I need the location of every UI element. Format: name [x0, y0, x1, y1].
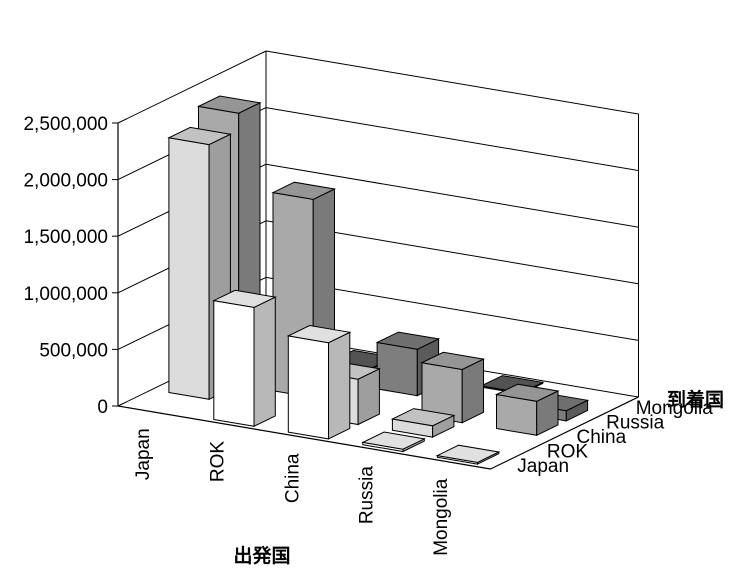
y-tick-label: 2,500,000 [23, 114, 108, 135]
bar-top [361, 431, 426, 450]
bar-top [196, 95, 262, 114]
bar [494, 383, 560, 437]
bar-top [286, 324, 352, 344]
x-axis-line [117, 405, 491, 470]
x-category-label: Russia [357, 466, 378, 525]
bar [286, 324, 352, 440]
x-category-label: Mongolia [431, 478, 452, 556]
back-gridline [265, 163, 639, 228]
depth-axis-line [490, 396, 639, 470]
y-tick-label: 0 [97, 397, 108, 418]
bar-top [494, 383, 560, 402]
bar-top [420, 351, 486, 371]
chart-frame [117, 50, 639, 470]
bar-front [287, 335, 329, 440]
depth-category-label: China [577, 427, 627, 448]
bar-top [212, 289, 277, 308]
y-tick-label: 1,000,000 [23, 284, 108, 305]
x-category-label: China [282, 453, 303, 503]
depth-category-label: Russia [606, 413, 665, 434]
bar-side [328, 331, 351, 440]
back-gridline [265, 107, 639, 172]
bar-side [461, 358, 484, 424]
x-category-label: ROK [208, 441, 229, 483]
y-tick-label: 1,500,000 [23, 227, 108, 248]
bars [167, 95, 590, 465]
depth-category-label: Japan [517, 456, 569, 477]
bar-front [376, 341, 418, 397]
depth-category-label: Mongolia [636, 398, 714, 419]
bar [435, 444, 501, 465]
back-gridline [265, 50, 639, 115]
bar-top [375, 331, 441, 350]
bar-top [167, 126, 233, 146]
bar-top [271, 181, 337, 200]
y-tick-label: 2,000,000 [23, 171, 108, 192]
bar [361, 431, 426, 453]
x-axis-categories: Japan ROK China Russia Mongolia [133, 428, 452, 556]
side-gridline [117, 50, 267, 124]
bar-side [253, 296, 276, 428]
bar-top [390, 408, 456, 427]
bar-top [435, 444, 501, 463]
bar-front [213, 300, 255, 427]
depth-axis-title: 到着国 [667, 388, 724, 411]
bar-front [168, 137, 210, 400]
y-axis: 0 500,000 1,000,000 1,500,000 2,000,000 2,500… [23, 114, 118, 418]
depth-category-label: ROK [547, 441, 589, 462]
x-category-label: Japan [133, 428, 154, 480]
x-axis-title: 出発国 [233, 544, 290, 567]
bar [420, 351, 486, 424]
bar [390, 408, 456, 438]
bar [212, 289, 277, 428]
y-tick-label: 500,000 [39, 340, 108, 361]
